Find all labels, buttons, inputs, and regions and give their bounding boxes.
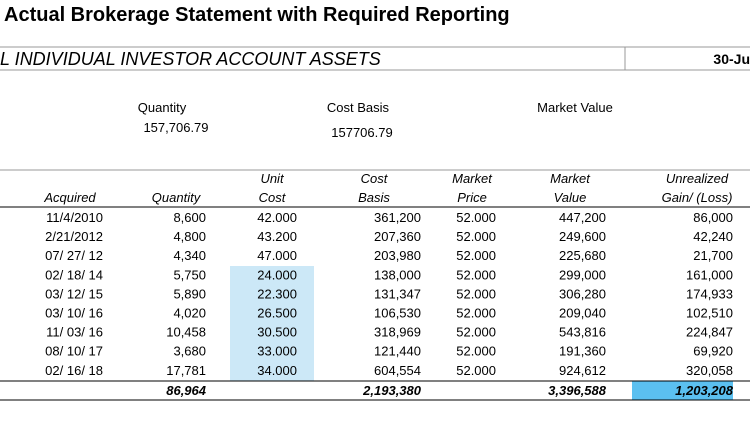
column-header: Value	[554, 190, 587, 205]
table-cell: 30.500	[257, 325, 297, 340]
table-cell: 5,890	[173, 286, 206, 301]
table-cell: 8,600	[173, 210, 206, 225]
summary-value: 157706.79	[331, 125, 392, 140]
cell-highlight	[230, 266, 314, 381]
table-cell: 4,800	[173, 229, 206, 244]
table-cell: 52.000	[456, 267, 496, 282]
table-cell: 209,040	[559, 306, 606, 321]
table-cell: 07/ 27/ 12	[45, 248, 103, 263]
table-cell: 4,340	[173, 248, 206, 263]
column-header: Market	[550, 171, 591, 186]
table-cell: 42.000	[257, 210, 297, 225]
table-cell: 10,458	[166, 325, 206, 340]
table-cell: 52.000	[456, 344, 496, 359]
title: Actual Brokerage Statement with Required…	[4, 4, 510, 26]
total-highlight	[632, 381, 733, 400]
table-cell: 106,530	[374, 306, 421, 321]
table-cell: 102,510	[686, 306, 733, 321]
table-cell: 174,933	[686, 286, 733, 301]
table-cell: 02/ 18/ 14	[45, 267, 103, 282]
statement-date: 30-Ju	[713, 51, 750, 67]
column-header: Gain/ (Loss)	[662, 190, 733, 205]
table-cell: 361,200	[374, 210, 421, 225]
table-cell: 4,020	[173, 306, 206, 321]
table-cell: 52.000	[456, 325, 496, 340]
column-header: Price	[457, 190, 487, 205]
table-cell: 5,750	[173, 267, 206, 282]
table-cell: 138,000	[374, 267, 421, 282]
total-cell: 1,203,208	[675, 383, 734, 398]
summary-label: Market Value	[537, 100, 613, 115]
table-cell: 121,440	[374, 344, 421, 359]
total-cell: 2,193,380	[362, 383, 422, 398]
column-header: Basis	[358, 190, 390, 205]
table-cell: 318,969	[374, 325, 421, 340]
column-header: Cost	[361, 171, 389, 186]
table-cell: 924,612	[559, 363, 606, 378]
table-cell: 11/ 03/ 16	[46, 325, 103, 340]
table-cell: 33.000	[257, 344, 297, 359]
table-cell: 203,980	[374, 248, 421, 263]
table-cell: 69,920	[693, 344, 733, 359]
table-cell: 320,058	[686, 363, 733, 378]
table-cell: 86,000	[693, 210, 733, 225]
table-cell: 52.000	[456, 210, 496, 225]
table-cell: 52.000	[456, 286, 496, 301]
table-cell: 47.000	[257, 248, 297, 263]
table-cell: 207,360	[374, 229, 421, 244]
section-title: L INDIVIDUAL INVESTOR ACCOUNT ASSETS	[0, 49, 381, 69]
table-cell: 225,680	[559, 248, 606, 263]
table-cell: 11/4/2010	[46, 210, 103, 225]
table-cell: 42,240	[693, 229, 733, 244]
column-header: Quantity	[152, 190, 202, 205]
table-cell: 34.000	[257, 363, 297, 378]
table-cell: 131,347	[374, 286, 421, 301]
column-header: Market	[452, 171, 493, 186]
summary-label: Cost Basis	[327, 100, 390, 115]
table-cell: 08/ 10/ 17	[45, 344, 103, 359]
column-header: Unit	[260, 171, 285, 186]
table-cell: 43.200	[257, 229, 297, 244]
table-cell: 17,781	[166, 363, 206, 378]
column-header: Unrealized	[666, 171, 729, 186]
table-cell: 22.300	[257, 286, 297, 301]
table-cell: 447,200	[559, 210, 606, 225]
table-cell: 24.000	[257, 267, 297, 282]
table-cell: 2/21/2012	[45, 229, 103, 244]
table-cell: 191,360	[559, 344, 606, 359]
table-cell: 306,280	[559, 286, 606, 301]
table-cell: 543,816	[559, 325, 606, 340]
column-header: Cost	[259, 190, 287, 205]
table-cell: 224,847	[686, 325, 733, 340]
table-cell: 161,000	[686, 267, 733, 282]
column-header: Acquired	[43, 190, 96, 205]
table-cell: 03/ 12/ 15	[45, 286, 103, 301]
table-cell: 299,000	[559, 267, 606, 282]
total-cell: 3,396,588	[548, 383, 607, 398]
table-cell: 21,700	[693, 248, 733, 263]
table-cell: 604,554	[374, 363, 421, 378]
table-cell: 26.500	[257, 306, 297, 321]
table-cell: 52.000	[456, 248, 496, 263]
table-cell: 02/ 16/ 18	[45, 363, 103, 378]
summary-label: Quantity	[138, 100, 187, 115]
table-cell: 52.000	[456, 363, 496, 378]
table-cell: 249,600	[559, 229, 606, 244]
summary-value: 157,706.79	[143, 120, 208, 135]
table-cell: 03/ 10/ 16	[45, 306, 103, 321]
table-cell: 52.000	[456, 229, 496, 244]
table-cell: 52.000	[456, 306, 496, 321]
total-cell: 86,964	[166, 383, 207, 398]
table-cell: 3,680	[173, 344, 206, 359]
